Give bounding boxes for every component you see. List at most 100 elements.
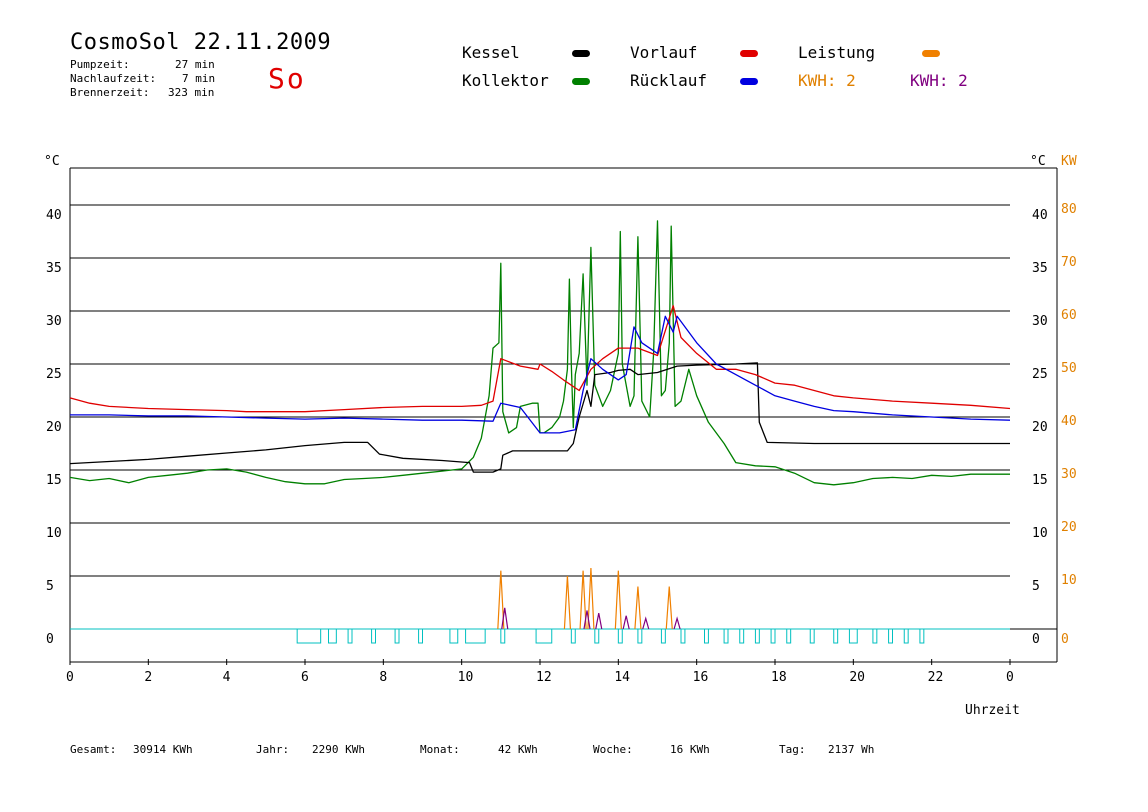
pump-on-period xyxy=(903,628,909,644)
series-line-kessel xyxy=(69,362,1010,473)
x-tick-label: 10 xyxy=(458,670,474,685)
y-tick-label-left: 0 xyxy=(46,632,54,647)
footer-jahr-value: 2290 KWh xyxy=(312,743,365,756)
y-tick-label-right: 35 xyxy=(1032,261,1048,276)
brennerzeit-value: 323 min xyxy=(168,86,215,99)
footer-woche-value: 16 KWh xyxy=(670,743,710,756)
pump-on-period xyxy=(754,628,760,644)
footer-woche-label: Woche: xyxy=(593,743,633,756)
x-tick-label: 22 xyxy=(928,670,944,685)
power-spike xyxy=(497,570,505,630)
x-tick-label: 0 xyxy=(66,670,74,685)
pump-on-period xyxy=(394,628,400,644)
power-spike xyxy=(583,610,591,630)
power-spike xyxy=(563,575,572,630)
legend-ruecklauf-label: Rücklauf xyxy=(630,71,708,90)
pump-on-period xyxy=(680,628,686,644)
y-tick-label-kw: 70 xyxy=(1061,255,1077,270)
y-tick-label-kw: 20 xyxy=(1061,520,1077,535)
power-spike xyxy=(614,570,622,630)
y-axis-unit-left: °C xyxy=(44,154,60,169)
y-tick-label-left: 5 xyxy=(46,579,54,594)
pumpzeit-label: Pumpzeit: xyxy=(70,58,130,71)
pump-on-period xyxy=(371,628,377,644)
weekday-label: So xyxy=(268,62,306,95)
x-tick-label: 0 xyxy=(1006,670,1014,685)
chart-title: CosmoSol 22.11.2009 xyxy=(70,30,332,55)
power-spike xyxy=(579,570,587,630)
pump-on-period xyxy=(594,628,600,644)
y-tick-label-right: 0 xyxy=(1032,632,1040,647)
y-tick-label-kw: 30 xyxy=(1061,467,1077,482)
y-tick-label-right: 40 xyxy=(1032,208,1048,223)
x-tick-label: 16 xyxy=(693,670,709,685)
power-spike xyxy=(673,616,681,630)
pump-on-period xyxy=(723,628,729,644)
y-tick-label-right: 25 xyxy=(1032,367,1048,382)
pump-on-period xyxy=(418,628,424,644)
legend-ruecklauf-swatch xyxy=(740,78,758,85)
pump-on-period xyxy=(465,628,486,644)
legend-kessel-swatch xyxy=(572,50,590,57)
y-tick-label-kw: 40 xyxy=(1061,414,1077,429)
pump-on-period xyxy=(500,628,506,644)
y-axis-unit-kw: KW xyxy=(1061,154,1077,169)
pump-on-period xyxy=(833,628,839,644)
y-tick-label-right: 10 xyxy=(1032,526,1048,541)
pump-on-period xyxy=(660,628,666,644)
nachlaufzeit-label: Nachlaufzeit: xyxy=(70,72,157,85)
pump-on-period xyxy=(786,628,792,644)
pump-on-period xyxy=(770,628,776,644)
power-spike xyxy=(665,586,673,630)
pump-on-period xyxy=(347,628,353,644)
pump-on-period xyxy=(637,628,643,644)
pump-on-period xyxy=(449,628,459,644)
pump-on-period xyxy=(809,628,815,644)
x-tick-label: 4 xyxy=(223,670,231,685)
pump-on-period xyxy=(535,628,553,644)
pump-on-period xyxy=(296,628,322,644)
x-tick-label: 14 xyxy=(614,670,630,685)
series-line-kollektor xyxy=(69,220,1010,486)
footer-gesamt-value: 30914 KWh xyxy=(133,743,193,756)
x-tick-label: 2 xyxy=(144,670,152,685)
pump-on-period xyxy=(919,628,925,644)
power-spike xyxy=(501,607,509,630)
footer-jahr-label: Jahr: xyxy=(256,743,290,756)
y-tick-label-right: 20 xyxy=(1032,420,1048,435)
y-tick-label-left: 20 xyxy=(46,420,62,435)
pumpzeit-value: 27 min xyxy=(175,58,215,71)
legend-kessel-label: Kessel xyxy=(462,43,520,62)
x-tick-label: 8 xyxy=(379,670,387,685)
y-tick-label-kw: 10 xyxy=(1061,573,1077,588)
legend-vorlauf-label: Vorlauf xyxy=(630,43,698,62)
x-tick-label: 6 xyxy=(301,670,309,685)
y-tick-label-kw: 80 xyxy=(1061,202,1077,217)
y-tick-label-right: 30 xyxy=(1032,314,1048,329)
legend-kollektor-swatch xyxy=(572,78,590,85)
y-tick-label-left: 25 xyxy=(46,367,62,382)
series-line-vorlauf xyxy=(69,305,1011,413)
pump-on-period xyxy=(617,628,623,644)
pump-on-period xyxy=(872,628,878,644)
power-spike xyxy=(622,615,630,630)
pump-on-period xyxy=(328,628,337,644)
y-tick-label-kw: 0 xyxy=(1061,632,1069,647)
x-tick-label: 18 xyxy=(771,670,787,685)
x-tick-label: 20 xyxy=(849,670,865,685)
y-tick-label-left: 15 xyxy=(46,473,62,488)
brennerzeit-label: Brennerzeit: xyxy=(70,86,150,99)
pump-on-period xyxy=(888,628,893,644)
footer-gesamt-label: Gesamt: xyxy=(70,743,117,756)
legend-kwh-orange: KWH: 2 xyxy=(798,71,856,90)
power-spike xyxy=(595,612,603,630)
pump-on-period xyxy=(570,628,576,644)
footer-monat-label: Monat: xyxy=(420,743,460,756)
series-line-rcklauf xyxy=(70,315,1011,434)
y-axis-unit-right: °C xyxy=(1030,154,1046,169)
y-tick-label-left: 35 xyxy=(46,261,62,276)
legend-leistung-label: Leistung xyxy=(798,43,876,62)
footer-monat-value: 42 KWh xyxy=(498,743,538,756)
x-tick-label: 12 xyxy=(536,670,552,685)
